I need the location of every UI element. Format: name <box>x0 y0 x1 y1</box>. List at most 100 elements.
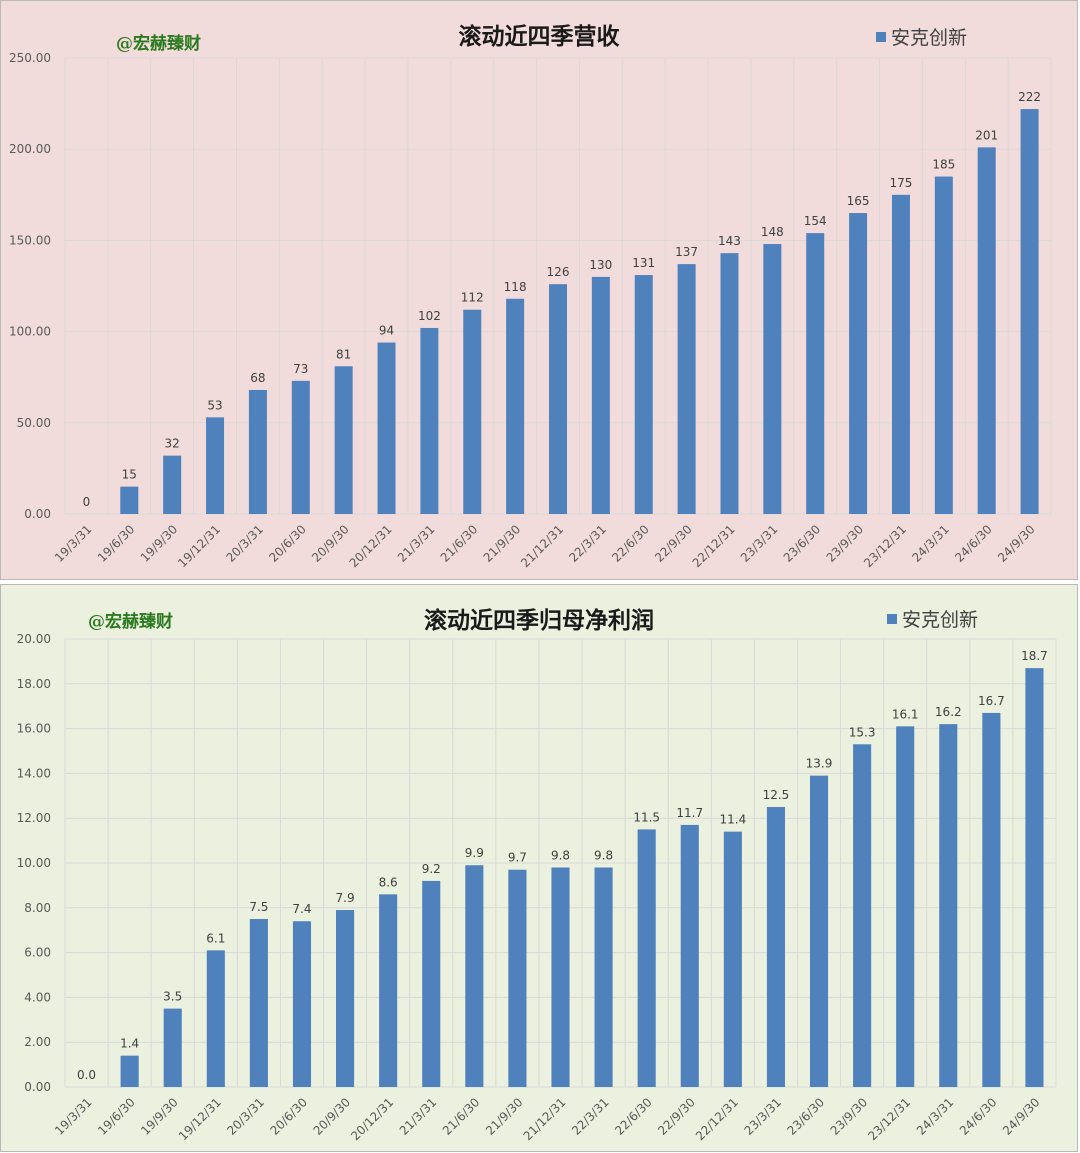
x-tick-label: 21/6/30 <box>440 1095 483 1138</box>
x-tick-label: 20/6/30 <box>266 522 309 565</box>
data-label: 102 <box>418 309 441 323</box>
bar <box>377 342 396 514</box>
data-label: 7.9 <box>336 891 355 905</box>
y-tick-label: 16.00 <box>17 722 51 736</box>
bar <box>982 712 1001 1087</box>
x-tick-label: 19/6/30 <box>95 1095 138 1138</box>
y-tick-label: 8.00 <box>24 901 51 915</box>
bar <box>465 865 484 1087</box>
bar <box>422 880 441 1087</box>
data-label: 185 <box>932 158 955 172</box>
data-label: 9.8 <box>594 848 613 862</box>
data-label: 3.5 <box>163 990 182 1004</box>
y-tick-label: 4.00 <box>24 990 51 1004</box>
data-label: 15.3 <box>849 725 876 739</box>
bar <box>806 233 825 514</box>
bar <box>594 867 613 1087</box>
data-label: 7.5 <box>249 900 268 914</box>
x-tick-label: 23/12/31 <box>865 1095 913 1143</box>
y-tick-label: 200.00 <box>9 142 51 156</box>
x-tick-label: 19/9/30 <box>138 522 181 565</box>
x-tick-label: 20/12/31 <box>347 522 395 570</box>
net-profit-chart-panel: 滚动近四季归母净利润 @宏赫臻财 安克创新 0.00 2.00 4.00 6.00 8.… <box>0 584 1078 1152</box>
data-label: 0 <box>83 495 91 509</box>
data-label: 1.4 <box>120 1037 139 1051</box>
data-label: 201 <box>975 128 998 142</box>
data-label: 9.9 <box>465 846 484 860</box>
data-label: 11.5 <box>633 810 660 824</box>
revenue-chart-panel: 滚动近四季营收 @宏赫臻财 安克创新 0.00 50.00 100.00 150.00… <box>0 0 1078 580</box>
y-tick-label: 0.00 <box>24 507 51 521</box>
bar <box>334 366 353 514</box>
data-label: 9.7 <box>508 851 527 865</box>
y-tick-label: 50.00 <box>17 416 51 430</box>
x-tick-label: 23/9/30 <box>828 1095 871 1138</box>
bar <box>420 327 439 514</box>
data-label: 118 <box>504 280 527 294</box>
x-tick-label: 21/3/31 <box>397 1095 440 1138</box>
x-tick-label: 20/9/30 <box>311 1095 354 1138</box>
bar <box>336 910 355 1087</box>
data-label: 32 <box>165 437 180 451</box>
bar <box>977 147 996 514</box>
bar <box>206 950 225 1087</box>
data-label: 0.0 <box>77 1068 96 1082</box>
x-tick-label: 21/6/30 <box>438 522 481 565</box>
legend: 安克创新 <box>876 23 967 50</box>
data-label: 68 <box>250 371 265 385</box>
data-label: 148 <box>761 225 784 239</box>
data-label: 8.6 <box>379 875 398 889</box>
x-tick-label: 21/12/31 <box>521 1095 569 1143</box>
bar <box>637 829 656 1087</box>
bar <box>809 775 829 1087</box>
y-tick-label: 250.00 <box>9 51 51 65</box>
x-tick-label: 19/12/31 <box>176 1095 224 1143</box>
data-label: 11.7 <box>676 806 703 820</box>
data-label: 9.2 <box>422 862 441 876</box>
data-label: 130 <box>589 258 612 272</box>
bar <box>548 284 568 514</box>
x-tick-label: 24/9/30 <box>1000 1095 1043 1138</box>
bar <box>248 389 267 514</box>
bar <box>939 724 958 1087</box>
legend-label: 安克创新 <box>902 609 979 631</box>
bar <box>720 253 739 514</box>
data-label: 131 <box>632 256 655 270</box>
x-tick-label: 22/9/30 <box>652 522 695 565</box>
data-label: 13.9 <box>806 757 833 771</box>
x-tick-label: 19/9/30 <box>138 1095 181 1138</box>
x-tick-label: 23/3/31 <box>741 1095 784 1138</box>
x-tick-label: 19/12/31 <box>175 522 223 570</box>
bar <box>634 275 653 514</box>
bar <box>677 264 696 514</box>
data-label: 16.7 <box>978 694 1005 708</box>
data-label: 112 <box>461 291 484 305</box>
x-tick-label: 24/9/30 <box>995 522 1038 565</box>
x-tick-label: 20/6/30 <box>267 1095 310 1138</box>
y-tick-label: 100.00 <box>9 325 51 339</box>
x-tick-label: 23/6/30 <box>781 522 824 565</box>
bar <box>680 824 699 1087</box>
bar <box>723 831 742 1087</box>
revenue-bar-chart: 0.00 50.00 100.00 150.00 200.00 250.00 0 19/3/3… <box>9 51 1052 570</box>
legend-label: 安克创新 <box>891 27 968 49</box>
bar <box>849 213 868 515</box>
chart-title: 滚动近四季归母净利润 <box>424 607 654 634</box>
x-tick-label: 19/6/30 <box>95 522 138 565</box>
bar <box>1020 109 1039 515</box>
chart-title: 滚动近四季营收 <box>458 23 620 50</box>
x-tick-label: 22/12/31 <box>693 1095 741 1143</box>
data-label: 126 <box>547 265 570 279</box>
net-profit-bar-chart: 0.00 2.00 4.00 6.00 8.00 10.00 12.00 14.00 16.00… <box>17 632 1057 1143</box>
x-tick-label: 23/9/30 <box>824 522 867 565</box>
x-tick-label: 19/3/31 <box>52 522 95 565</box>
data-label: 16.2 <box>935 705 962 719</box>
data-label: 222 <box>1018 90 1041 104</box>
bar <box>766 807 785 1087</box>
x-tick-label: 22/6/30 <box>609 522 652 565</box>
watermark: @宏赫臻财 <box>116 34 201 54</box>
y-tick-label: 20.00 <box>17 632 51 646</box>
data-label: 154 <box>804 214 827 228</box>
data-label: 15 <box>122 468 137 482</box>
data-label: 143 <box>718 234 741 248</box>
